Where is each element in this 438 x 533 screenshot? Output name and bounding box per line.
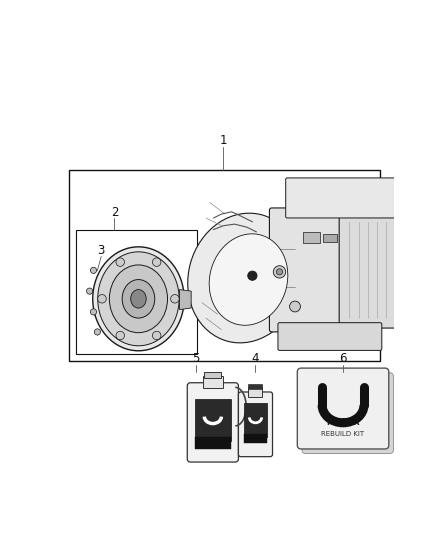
Text: 6: 6 xyxy=(339,352,347,365)
Bar xyxy=(323,234,337,242)
Bar xyxy=(77,230,197,354)
Circle shape xyxy=(98,295,106,303)
Text: REBUILD KIT: REBUILD KIT xyxy=(321,431,364,437)
Bar xyxy=(204,372,221,378)
Text: MOPAR: MOPAR xyxy=(326,417,360,426)
Circle shape xyxy=(116,258,124,266)
Circle shape xyxy=(152,258,161,266)
Circle shape xyxy=(273,265,286,278)
Bar xyxy=(244,433,267,443)
Text: 2: 2 xyxy=(111,206,118,219)
FancyBboxPatch shape xyxy=(238,392,272,457)
Text: MaxPro: MaxPro xyxy=(247,424,265,429)
Bar xyxy=(203,376,223,388)
Circle shape xyxy=(90,267,97,273)
Ellipse shape xyxy=(110,265,167,333)
Circle shape xyxy=(87,288,93,294)
Ellipse shape xyxy=(131,289,146,308)
Circle shape xyxy=(276,269,283,275)
Circle shape xyxy=(152,331,161,340)
Bar xyxy=(195,438,231,449)
Text: MaxPro: MaxPro xyxy=(201,427,224,432)
FancyBboxPatch shape xyxy=(302,373,393,454)
Bar xyxy=(248,384,262,389)
Bar xyxy=(248,387,262,397)
FancyBboxPatch shape xyxy=(187,383,238,462)
Circle shape xyxy=(248,271,257,280)
Bar xyxy=(195,399,231,441)
Text: 4: 4 xyxy=(251,352,258,365)
Ellipse shape xyxy=(93,247,184,351)
Circle shape xyxy=(94,329,100,335)
FancyBboxPatch shape xyxy=(286,178,409,218)
Circle shape xyxy=(116,331,124,340)
FancyBboxPatch shape xyxy=(339,212,413,328)
Circle shape xyxy=(290,301,300,312)
Polygon shape xyxy=(180,289,191,310)
Text: 1: 1 xyxy=(219,134,227,148)
Bar xyxy=(303,232,320,244)
FancyBboxPatch shape xyxy=(297,368,389,449)
FancyBboxPatch shape xyxy=(278,322,382,350)
Ellipse shape xyxy=(188,213,301,343)
Bar xyxy=(244,403,267,438)
Text: 3: 3 xyxy=(98,244,105,257)
Bar xyxy=(69,170,380,361)
FancyBboxPatch shape xyxy=(269,208,363,332)
Ellipse shape xyxy=(122,280,155,318)
Ellipse shape xyxy=(98,252,179,346)
Circle shape xyxy=(90,309,97,315)
Text: 5: 5 xyxy=(192,352,199,365)
Circle shape xyxy=(171,295,179,303)
Ellipse shape xyxy=(209,234,288,325)
